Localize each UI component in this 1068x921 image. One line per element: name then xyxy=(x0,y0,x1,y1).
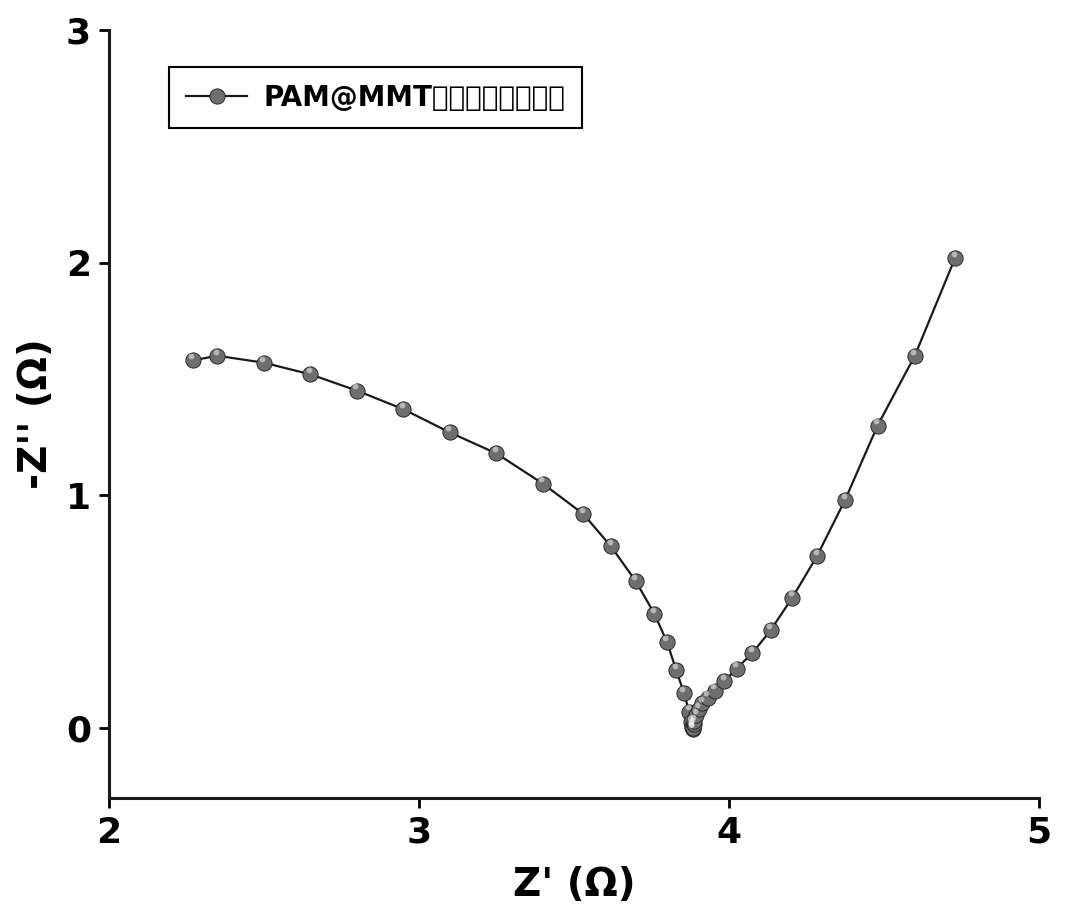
Y-axis label: -Z'' (Ω): -Z'' (Ω) xyxy=(17,339,54,489)
X-axis label: Z' (Ω): Z' (Ω) xyxy=(513,867,635,904)
Legend: PAM@MMT准固态凝胶电解质: PAM@MMT准固态凝胶电解质 xyxy=(170,67,582,128)
